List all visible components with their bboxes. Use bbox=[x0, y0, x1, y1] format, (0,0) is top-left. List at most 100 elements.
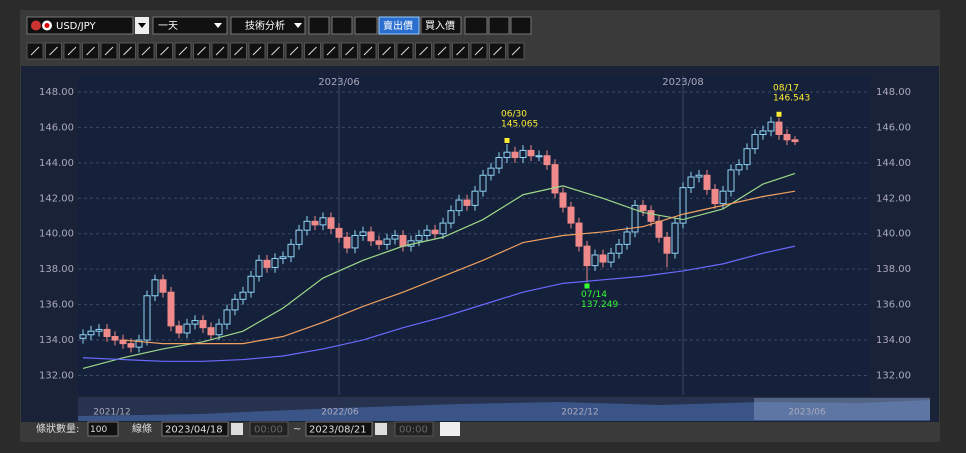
line-label: 線條 bbox=[132, 422, 152, 435]
candle-body bbox=[735, 164, 743, 171]
candle-body bbox=[319, 217, 327, 226]
navigator-labels: 2021/12 2022/06 2022/12 2023/06 bbox=[93, 408, 826, 418]
candle-body bbox=[255, 259, 263, 277]
symbol: USD/JPY bbox=[56, 21, 96, 32]
candle-body bbox=[343, 236, 351, 249]
plot-area bbox=[78, 76, 870, 395]
candle-body bbox=[463, 199, 471, 206]
tool-glyph bbox=[419, 46, 428, 56]
candle-body bbox=[647, 210, 655, 222]
candle-body bbox=[95, 328, 103, 332]
buy-button[interactable] bbox=[420, 16, 462, 35]
apply-button[interactable] bbox=[440, 422, 460, 436]
candle-body bbox=[559, 192, 567, 208]
candle-body bbox=[391, 235, 399, 240]
buy: 買入價 bbox=[425, 19, 455, 32]
candle-body bbox=[207, 327, 215, 336]
candle-body bbox=[223, 309, 231, 325]
count-box[interactable] bbox=[87, 421, 119, 437]
candle-body bbox=[287, 243, 295, 258]
y-tick-label-right: 148.00 bbox=[876, 87, 911, 98]
candle-body bbox=[663, 236, 671, 254]
candle-body bbox=[527, 149, 535, 157]
candle-body bbox=[727, 169, 735, 192]
annotation-date: 06/30 bbox=[501, 109, 527, 119]
symbol-box[interactable] bbox=[26, 16, 134, 35]
candle-body bbox=[247, 275, 255, 293]
analysis-box[interactable] bbox=[230, 16, 306, 35]
annotation-value: 145.065 bbox=[501, 119, 538, 129]
tool-glyph bbox=[30, 46, 40, 56]
candle-body bbox=[87, 330, 95, 336]
calendar-button[interactable] bbox=[231, 423, 243, 435]
candle-body bbox=[543, 155, 551, 166]
tool-glyph bbox=[474, 46, 484, 56]
candle-body bbox=[311, 220, 319, 226]
icon-button[interactable] bbox=[464, 16, 488, 35]
start-date-box[interactable] bbox=[161, 421, 229, 437]
candle-body bbox=[751, 133, 759, 150]
tool-glyph bbox=[123, 46, 132, 56]
tool-glyph bbox=[252, 46, 262, 56]
navigator-label: 2022/06 bbox=[321, 408, 359, 418]
calendar-button[interactable] bbox=[375, 423, 387, 435]
candle-body bbox=[447, 210, 455, 224]
tool-glyph bbox=[511, 46, 521, 56]
separator: ~ bbox=[293, 424, 301, 435]
candle-body bbox=[455, 199, 463, 212]
period-box[interactable] bbox=[152, 16, 228, 35]
candle-body bbox=[175, 325, 183, 334]
tool-glyph bbox=[67, 46, 77, 56]
candle-body bbox=[367, 231, 375, 242]
icon-button[interactable] bbox=[488, 16, 510, 35]
candle-body bbox=[615, 243, 623, 254]
candle-body bbox=[271, 258, 279, 268]
candle-body bbox=[375, 240, 383, 245]
candle-body bbox=[759, 130, 767, 135]
end-date-box[interactable] bbox=[305, 421, 373, 437]
tool-glyph bbox=[345, 46, 354, 56]
chart: 132.00 132.00 134.00 134.00 136.00 136.00 138.… bbox=[39, 76, 911, 409]
candle-body bbox=[79, 334, 87, 339]
candle-body bbox=[767, 121, 775, 132]
y-tick-label-right: 134.00 bbox=[876, 335, 911, 346]
y-tick-label-right: 142.00 bbox=[876, 193, 911, 204]
candle-body bbox=[143, 295, 151, 341]
candle-body bbox=[503, 151, 511, 159]
candle-body bbox=[399, 235, 407, 247]
y-tick-label-right: 140.00 bbox=[876, 229, 911, 240]
y-tick-label-right: 138.00 bbox=[876, 264, 911, 275]
annotation-marker bbox=[504, 137, 510, 143]
moving-average bbox=[122, 190, 796, 345]
candle-body bbox=[135, 339, 143, 348]
icon-button[interactable] bbox=[510, 16, 532, 35]
tool-glyph bbox=[215, 46, 225, 56]
annotation-value: 137.249 bbox=[581, 300, 618, 310]
candle-body bbox=[383, 238, 391, 245]
x-tick-label: 2023/06 bbox=[318, 77, 360, 88]
sell-button[interactable] bbox=[378, 16, 420, 35]
candle-body bbox=[711, 188, 719, 205]
icon-button[interactable] bbox=[331, 16, 353, 35]
candle-body bbox=[743, 148, 751, 166]
candle-body bbox=[487, 167, 495, 176]
end-time: 00:00 bbox=[399, 425, 428, 436]
y-tick-label: 134.00 bbox=[39, 335, 74, 346]
y-tick-label-right: 146.00 bbox=[876, 122, 911, 133]
navigator bbox=[78, 397, 930, 421]
candle-body bbox=[671, 222, 679, 254]
candle-body bbox=[567, 206, 575, 224]
navigator-label: 2022/12 bbox=[561, 408, 598, 418]
icon-button[interactable] bbox=[308, 16, 330, 35]
candle-body bbox=[479, 174, 487, 192]
tool-glyph bbox=[234, 46, 243, 56]
flag-jp-dot bbox=[44, 23, 50, 28]
icon-button[interactable] bbox=[354, 16, 378, 35]
candle-body bbox=[423, 229, 431, 237]
navigator-window[interactable] bbox=[754, 398, 930, 420]
tool-glyph bbox=[160, 46, 169, 56]
count-label: 條狀數量: bbox=[36, 422, 79, 435]
candle-body bbox=[511, 151, 519, 159]
candle-body bbox=[151, 279, 159, 297]
candle-body bbox=[783, 133, 791, 141]
